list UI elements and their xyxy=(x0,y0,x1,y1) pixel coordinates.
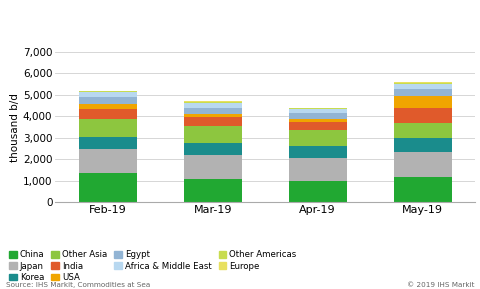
Bar xyxy=(289,181,347,202)
Bar xyxy=(184,142,241,155)
Bar xyxy=(394,84,452,88)
Bar xyxy=(79,91,137,92)
Bar xyxy=(289,112,347,118)
Bar xyxy=(184,102,241,103)
Bar xyxy=(394,88,452,96)
Bar xyxy=(184,114,241,117)
Bar xyxy=(394,108,452,123)
Bar xyxy=(394,123,452,138)
Bar xyxy=(79,149,137,173)
Y-axis label: thousand b/d: thousand b/d xyxy=(10,93,20,162)
Text: Source: IHS Markit, Commodities at Sea: Source: IHS Markit, Commodities at Sea xyxy=(6,282,150,288)
Legend: China, Japan, Korea, Other Asia, India, USA, Egypt, Africa & Middle East, Other : China, Japan, Korea, Other Asia, India, … xyxy=(9,251,297,282)
Bar xyxy=(79,109,137,119)
Bar xyxy=(79,92,137,97)
Bar xyxy=(394,82,452,84)
Bar xyxy=(289,158,347,181)
Bar xyxy=(289,108,347,109)
Bar xyxy=(79,97,137,104)
Bar xyxy=(79,104,137,109)
Bar xyxy=(394,96,452,108)
Bar xyxy=(394,138,452,152)
Bar xyxy=(184,179,241,202)
Bar xyxy=(394,152,452,177)
Bar xyxy=(184,117,241,126)
Bar xyxy=(394,177,452,202)
Bar xyxy=(79,173,137,202)
Bar xyxy=(79,119,137,137)
Bar xyxy=(184,101,241,102)
Text: Saudi Arabian Crude Oil liftings  by destination: Saudi Arabian Crude Oil liftings by dest… xyxy=(6,16,336,29)
Bar xyxy=(289,130,347,146)
Bar xyxy=(79,137,137,149)
Bar xyxy=(184,103,241,108)
Bar xyxy=(289,122,347,130)
Bar xyxy=(184,108,241,114)
Bar xyxy=(184,126,241,142)
Bar xyxy=(184,155,241,179)
Bar xyxy=(289,109,347,112)
Bar xyxy=(289,118,347,122)
Bar xyxy=(289,146,347,158)
Text: © 2019 IHS Markit: © 2019 IHS Markit xyxy=(407,282,474,288)
